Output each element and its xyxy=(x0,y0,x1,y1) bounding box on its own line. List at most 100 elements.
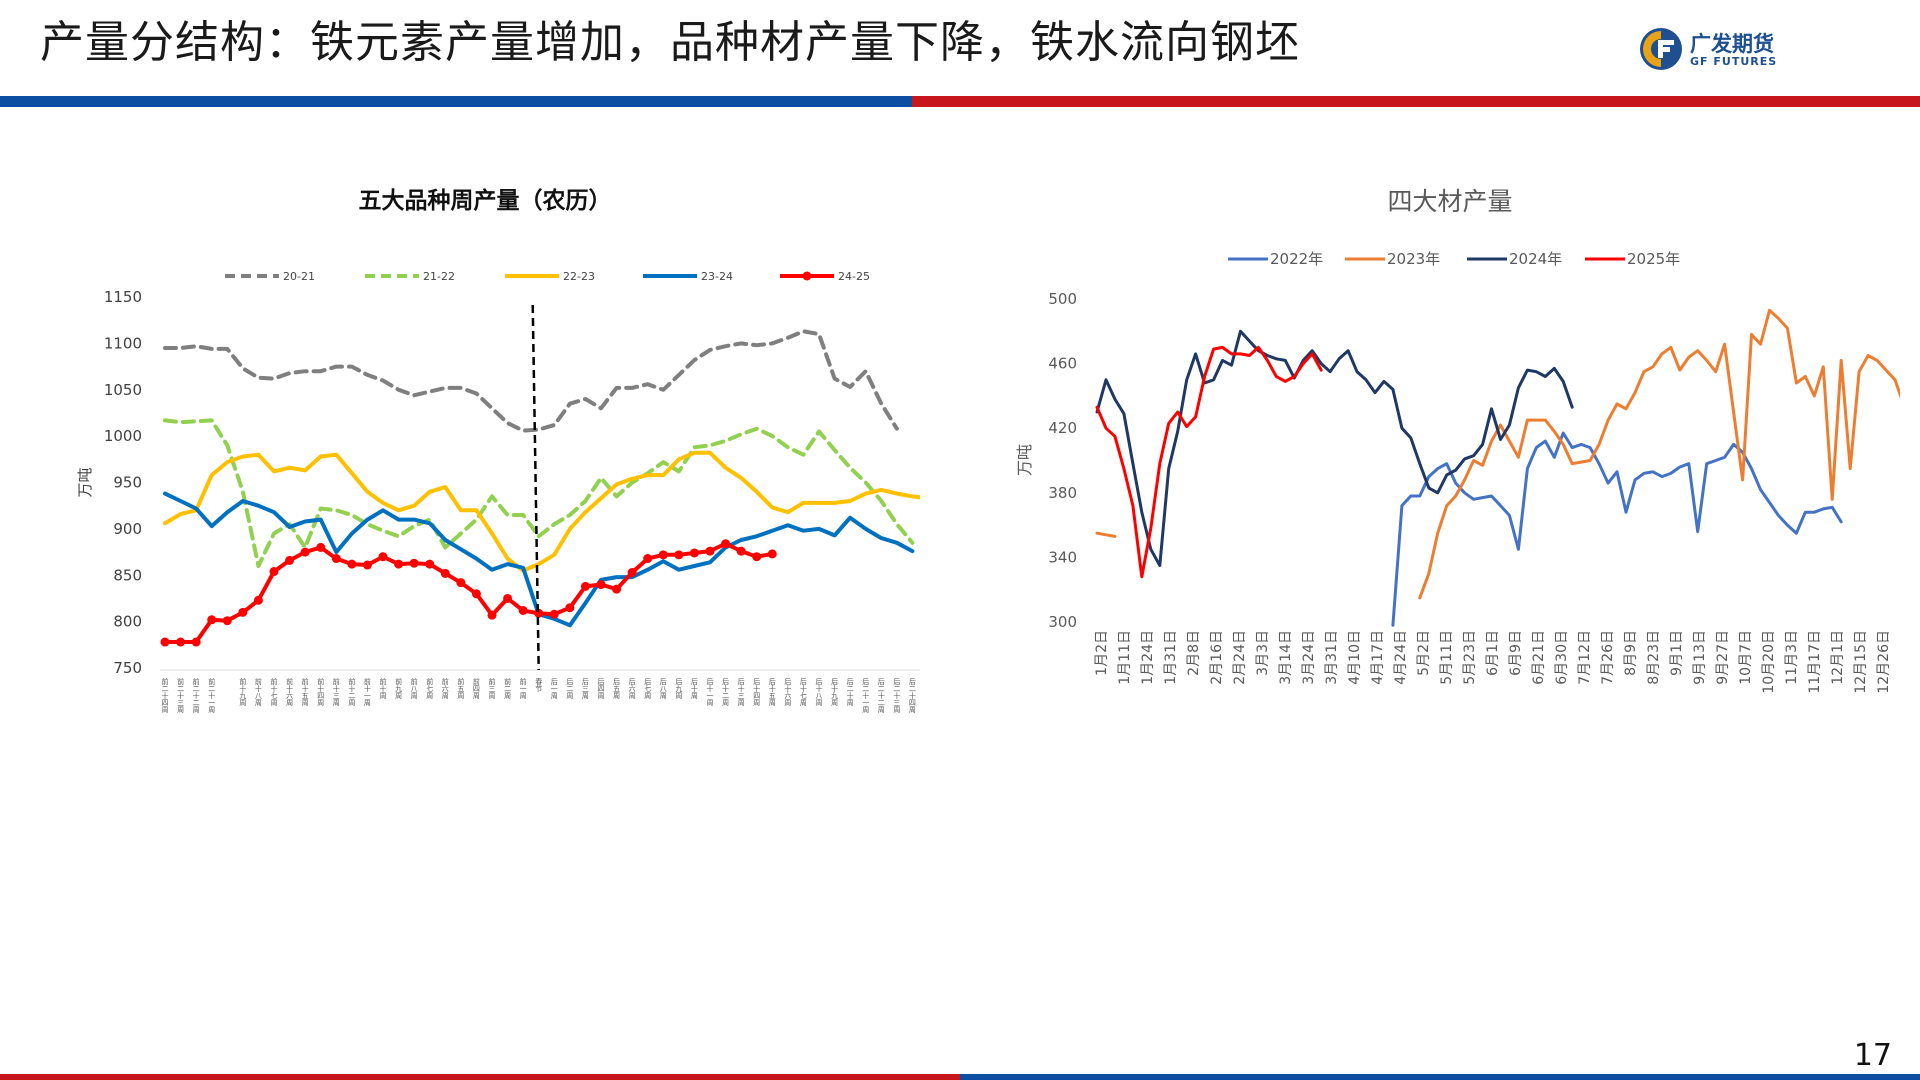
y-tick-label: 850 xyxy=(113,566,142,584)
series-marker xyxy=(752,552,762,562)
series-marker xyxy=(689,548,699,558)
x-tick-label: 8月9日 xyxy=(1623,630,1639,676)
x-tick-label: 11月17日 xyxy=(1807,630,1823,694)
series-line xyxy=(1391,431,1843,627)
series-marker xyxy=(534,608,544,618)
x-tick-label: 前二十一周 xyxy=(208,677,216,714)
x-tick-label: 2月8日 xyxy=(1186,630,1202,676)
x-tick-label: 前五周 xyxy=(457,677,465,700)
legend-item: 22-23 xyxy=(505,270,595,283)
header-bar-red xyxy=(912,96,1920,107)
x-tick-label: 后二十周 xyxy=(846,677,854,707)
series-marker xyxy=(503,593,513,603)
series-marker xyxy=(721,539,731,549)
series-marker xyxy=(767,549,777,559)
x-tick-label: 10月20日 xyxy=(1761,630,1777,694)
page-number: 17 xyxy=(1853,1038,1892,1073)
y-tick-label: 1050 xyxy=(104,381,142,399)
x-tick-label: 10月7日 xyxy=(1738,630,1754,685)
x-tick-label: 前七周 xyxy=(426,677,434,700)
legend-item: 23-24 xyxy=(643,270,733,283)
legend-label: 23-24 xyxy=(701,270,733,283)
y-tick-label: 300 xyxy=(1048,613,1077,631)
series-marker xyxy=(394,559,404,569)
series-marker xyxy=(160,637,170,647)
x-tick-label: 后二十四周 xyxy=(908,677,916,714)
y-tick-label: 380 xyxy=(1048,484,1077,502)
footer-bar-red xyxy=(0,1074,960,1080)
series-marker xyxy=(456,578,466,588)
y-tick-label: 1150 xyxy=(104,288,142,306)
x-tick-label: 后六周 xyxy=(628,677,636,700)
series-line xyxy=(163,450,920,573)
x-tick-label: 前三周 xyxy=(488,677,496,700)
x-tick-label: 后一周 xyxy=(550,677,558,700)
x-tick-label: 前九周 xyxy=(395,677,403,700)
logo-icon xyxy=(1640,28,1682,70)
x-tick-label: 9月27日 xyxy=(1715,630,1731,685)
series-marker xyxy=(487,610,497,620)
x-tick-label: 后二十一周 xyxy=(862,677,870,714)
x-tick-label: 前十七周 xyxy=(270,677,278,707)
x-tick-label: 前二十三周 xyxy=(177,677,185,714)
x-tick-label: 7月26日 xyxy=(1600,630,1616,685)
series-marker xyxy=(176,637,186,647)
legend-label: 2025年 xyxy=(1627,250,1680,268)
x-tick-label: 12月26日 xyxy=(1876,630,1892,694)
series-marker xyxy=(331,554,341,564)
y-tick-label: 900 xyxy=(113,520,142,538)
x-tick-label: 3月31日 xyxy=(1324,630,1340,685)
legend-label: 24-25 xyxy=(838,270,870,283)
series-line xyxy=(1095,345,1323,579)
x-tick-label: 后十周 xyxy=(690,677,698,700)
legend-item: 21-22 xyxy=(365,270,455,283)
series-marker xyxy=(300,547,310,557)
x-tick-label: 3月24日 xyxy=(1301,630,1317,685)
x-tick-label: 5月11日 xyxy=(1439,630,1455,685)
x-tick-label: 后二十三周 xyxy=(893,677,901,714)
legend-item: 20-21 xyxy=(225,270,315,283)
x-tick-label: 前十周 xyxy=(379,677,387,700)
series-marker xyxy=(565,603,575,613)
series-marker xyxy=(471,589,481,599)
x-tick-label: 5月23日 xyxy=(1462,630,1478,685)
x-tick-label: 1月31日 xyxy=(1163,630,1179,685)
x-tick-label: 前二十二周 xyxy=(192,677,200,714)
series-marker xyxy=(643,554,653,564)
x-tick-label: 3月3日 xyxy=(1255,630,1271,676)
x-tick-label: 前十二周 xyxy=(348,677,356,707)
x-tick-label: 后五周 xyxy=(613,677,621,700)
series-marker xyxy=(253,595,263,605)
y-tick-label: 420 xyxy=(1048,419,1077,437)
weekly-output-chart: 五大品种周产量（农历） 20-21 21-22 22-23 23-24 24-25 750 8… xyxy=(76,187,920,714)
x-tick-label: 12月1日 xyxy=(1830,630,1846,685)
chart-title: 四大材产量 xyxy=(1387,187,1512,216)
x-tick-label: 后十五周 xyxy=(768,677,776,707)
series-marker xyxy=(612,584,622,594)
y-tick-label: 800 xyxy=(113,613,142,631)
x-tick-label: 后八周 xyxy=(659,677,667,700)
four-products-chart: 四大材产量 2022年 2023年 2024年 2025年 300 340 380 420 460… xyxy=(1015,187,1900,694)
series-marker xyxy=(316,542,326,552)
x-tick-label: 后二周 xyxy=(566,677,574,700)
y-tick-label: 500 xyxy=(1048,290,1077,308)
series-marker xyxy=(440,568,450,578)
y-tick-label: 750 xyxy=(113,659,142,677)
series-marker xyxy=(627,567,637,577)
header-bar-blue xyxy=(0,96,912,107)
y-tick-label: 1000 xyxy=(104,427,142,445)
series-marker xyxy=(222,616,232,626)
y-axis-label: 万吨 xyxy=(76,467,94,497)
x-tick-label: 1月24日 xyxy=(1140,630,1156,685)
x-tick-label: 6月1日 xyxy=(1485,630,1501,676)
chart-title: 五大品种周产量（农历） xyxy=(359,187,612,214)
x-tick-label: 1月2日 xyxy=(1094,630,1110,676)
x-tick-label: 6月30日 xyxy=(1554,630,1570,685)
x-tick-label: 前一周 xyxy=(519,677,527,700)
series-line xyxy=(1095,329,1574,567)
x-tick-label: 3月14日 xyxy=(1278,630,1294,685)
x-tick-label: 7月12日 xyxy=(1577,630,1593,685)
x-tick-label: 后十二周 xyxy=(722,677,730,707)
series-marker xyxy=(658,550,668,560)
x-tick-label: 前十三周 xyxy=(332,677,340,707)
